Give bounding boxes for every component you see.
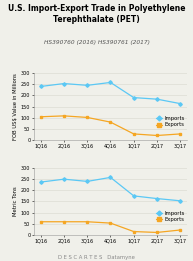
Text: U.S. Import-Export Trade in Polyethylene
Terephthalate (PET): U.S. Import-Export Trade in Polyethylene… bbox=[8, 4, 185, 24]
Imports bbox=[63, 82, 65, 85]
Y-axis label: FOB US$ Value in Millions: FOB US$ Value in Millions bbox=[13, 73, 18, 140]
Imports bbox=[63, 178, 65, 181]
Exports bbox=[156, 231, 158, 234]
Text: HS390760 (2016) HS390761 (2017): HS390760 (2016) HS390761 (2017) bbox=[44, 40, 149, 45]
Exports bbox=[86, 220, 88, 223]
Exports bbox=[86, 116, 88, 119]
Legend: Imports, Exports: Imports, Exports bbox=[156, 116, 185, 127]
Imports bbox=[86, 180, 88, 183]
Imports bbox=[133, 96, 135, 99]
Exports bbox=[109, 121, 112, 124]
Line: Exports: Exports bbox=[40, 115, 181, 137]
Imports bbox=[179, 199, 181, 202]
Exports bbox=[63, 220, 65, 223]
Text: D E S C A R T E S   Datamyne: D E S C A R T E S Datamyne bbox=[58, 255, 135, 260]
Exports bbox=[156, 134, 158, 137]
Exports bbox=[179, 132, 181, 135]
Line: Imports: Imports bbox=[40, 81, 181, 105]
Legend: Imports, Exports: Imports, Exports bbox=[156, 211, 185, 222]
Imports bbox=[109, 81, 112, 84]
Exports bbox=[109, 222, 112, 225]
Exports bbox=[133, 230, 135, 233]
Exports bbox=[40, 220, 42, 223]
Exports bbox=[179, 228, 181, 232]
Line: Exports: Exports bbox=[40, 221, 181, 234]
Exports bbox=[40, 115, 42, 118]
Imports bbox=[156, 98, 158, 101]
Imports bbox=[156, 197, 158, 200]
Line: Imports: Imports bbox=[40, 176, 181, 202]
Exports bbox=[133, 132, 135, 135]
Imports bbox=[40, 181, 42, 184]
Imports bbox=[179, 102, 181, 105]
Imports bbox=[133, 194, 135, 198]
Imports bbox=[86, 84, 88, 87]
Exports bbox=[63, 114, 65, 117]
Y-axis label: Metric Tons: Metric Tons bbox=[13, 187, 18, 216]
Imports bbox=[40, 85, 42, 88]
Imports bbox=[109, 176, 112, 179]
